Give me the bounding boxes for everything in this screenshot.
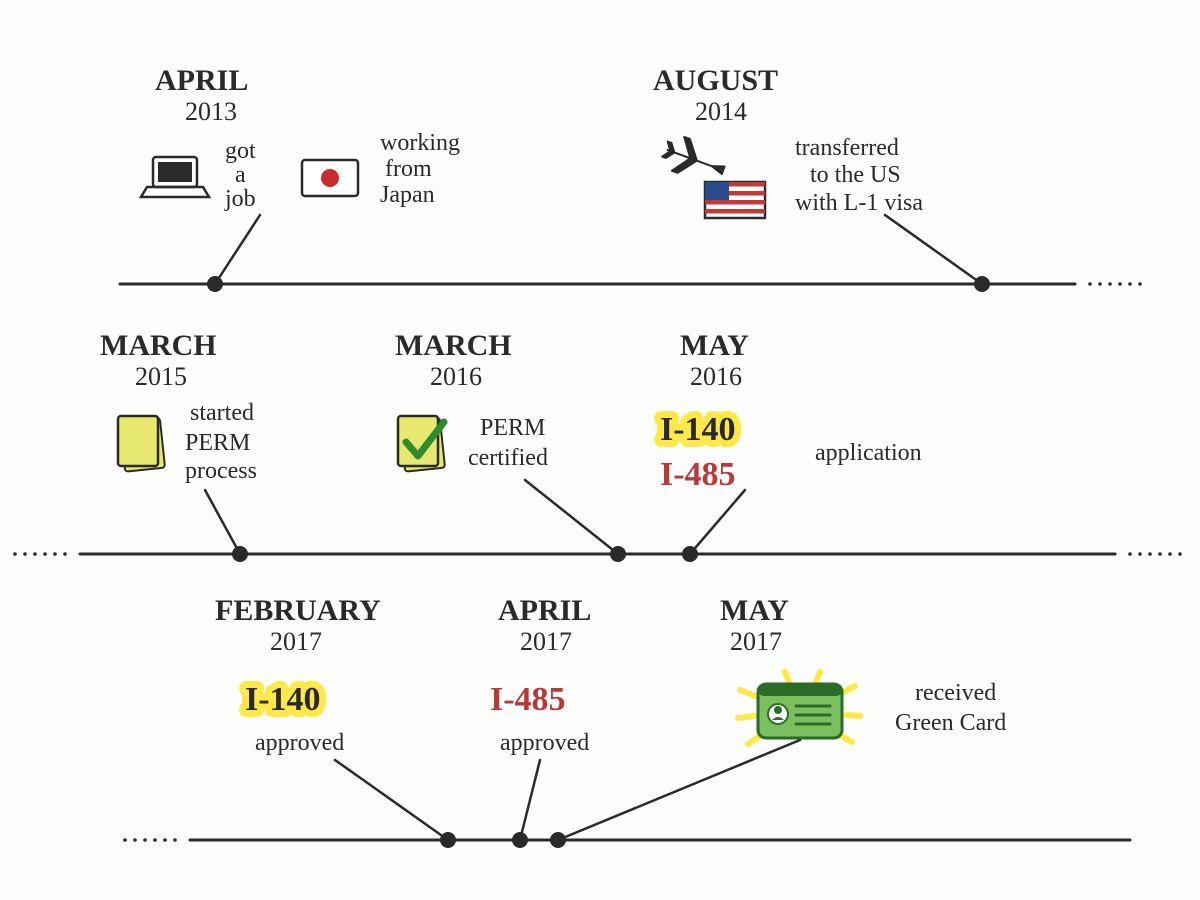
leader-line xyxy=(205,490,240,554)
timeline-continuation-dot xyxy=(63,552,67,556)
timeline-continuation-dot xyxy=(53,552,57,556)
timeline-continuation-dot xyxy=(143,838,147,842)
event-year: 2014 xyxy=(695,97,747,126)
event-caption: application xyxy=(815,440,922,466)
event-caption: Japan xyxy=(380,182,435,208)
event-year: 2017 xyxy=(520,627,572,656)
leader-line xyxy=(520,760,540,840)
timeline-continuation-dot xyxy=(1148,552,1152,556)
leader-line xyxy=(525,480,618,554)
event-caption: started xyxy=(190,400,254,426)
timeline-continuation-dot xyxy=(153,838,157,842)
event-month: MARCH xyxy=(100,329,217,362)
event-month: AUGUST xyxy=(653,64,778,97)
laptop-icon xyxy=(141,157,209,197)
event-caption: process xyxy=(185,458,257,484)
event-caption: a xyxy=(235,162,246,188)
timeline-dot xyxy=(440,832,456,848)
leader-line xyxy=(690,490,745,554)
event-year: 2016 xyxy=(690,362,742,391)
event-caption: with L-1 visa xyxy=(795,190,923,216)
event-month: MARCH xyxy=(395,329,512,362)
timeline-continuation-dot xyxy=(1108,282,1112,286)
timeline-dot xyxy=(512,832,528,848)
event-caption: to the US xyxy=(810,162,901,188)
i485-label: I-485 xyxy=(660,456,736,493)
timeline-dot xyxy=(974,276,990,292)
timeline-continuation-dot xyxy=(1158,552,1162,556)
event-month: MAY xyxy=(720,594,789,627)
timeline-continuation-dot xyxy=(1098,282,1102,286)
event-caption: job xyxy=(224,186,256,212)
timeline-continuation-dot xyxy=(33,552,37,556)
timeline-dot xyxy=(232,546,248,562)
event-caption: approved xyxy=(500,730,589,756)
event-year: 2017 xyxy=(730,627,782,656)
event-caption: PERM xyxy=(185,430,250,456)
leader-line xyxy=(215,215,260,284)
timeline-continuation-dot xyxy=(163,838,167,842)
i485-label: I-485 xyxy=(490,681,566,718)
timeline-continuation-dot xyxy=(23,552,27,556)
timeline-dot xyxy=(550,832,566,848)
event-caption: Green Card xyxy=(895,710,1006,736)
timeline-dot xyxy=(207,276,223,292)
timeline-continuation-dot xyxy=(133,838,137,842)
timeline-dot xyxy=(610,546,626,562)
event-caption: transferred xyxy=(795,135,899,161)
timeline-dot xyxy=(682,546,698,562)
leader-line xyxy=(885,215,982,284)
event-caption: certified xyxy=(468,445,548,471)
timeline-continuation-dot xyxy=(13,552,17,556)
leader-line xyxy=(335,760,448,840)
green-card-icon xyxy=(738,672,860,744)
timeline-continuation-dot xyxy=(43,552,47,556)
timeline-continuation-dot xyxy=(173,838,177,842)
timeline-continuation-dot xyxy=(1088,282,1092,286)
us-flag-icon xyxy=(705,182,765,218)
event-caption: from xyxy=(385,156,432,182)
event-month: APRIL xyxy=(498,594,591,627)
timeline-continuation-dot xyxy=(1168,552,1172,556)
i140-label: I-140 xyxy=(660,411,736,448)
timeline-continuation-dot xyxy=(123,838,127,842)
timeline-continuation-dot xyxy=(1178,552,1182,556)
i140-label: I-140 xyxy=(245,681,321,718)
event-month: APRIL xyxy=(155,64,248,97)
event-caption: PERM xyxy=(480,415,545,441)
documents-check-icon xyxy=(398,416,445,472)
timeline-continuation-dot xyxy=(1128,282,1132,286)
timeline-continuation-dot xyxy=(1138,552,1142,556)
timeline-continuation-dot xyxy=(1118,282,1122,286)
event-month: MAY xyxy=(680,329,749,362)
event-caption: received xyxy=(915,680,996,706)
event-year: 2015 xyxy=(135,362,187,391)
timeline-continuation-dot xyxy=(1138,282,1142,286)
event-caption: working xyxy=(380,130,460,156)
event-caption: got xyxy=(225,138,256,164)
documents-icon xyxy=(118,416,165,472)
event-caption: approved xyxy=(255,730,344,756)
event-month: FEBRUARY xyxy=(215,594,381,627)
leader-line xyxy=(558,740,800,840)
event-year: 2017 xyxy=(270,627,322,656)
airplane-icon xyxy=(659,132,730,187)
japan-flag-icon xyxy=(302,160,358,196)
timeline-continuation-dot xyxy=(1128,552,1132,556)
event-year: 2016 xyxy=(430,362,482,391)
event-year: 2013 xyxy=(185,97,237,126)
